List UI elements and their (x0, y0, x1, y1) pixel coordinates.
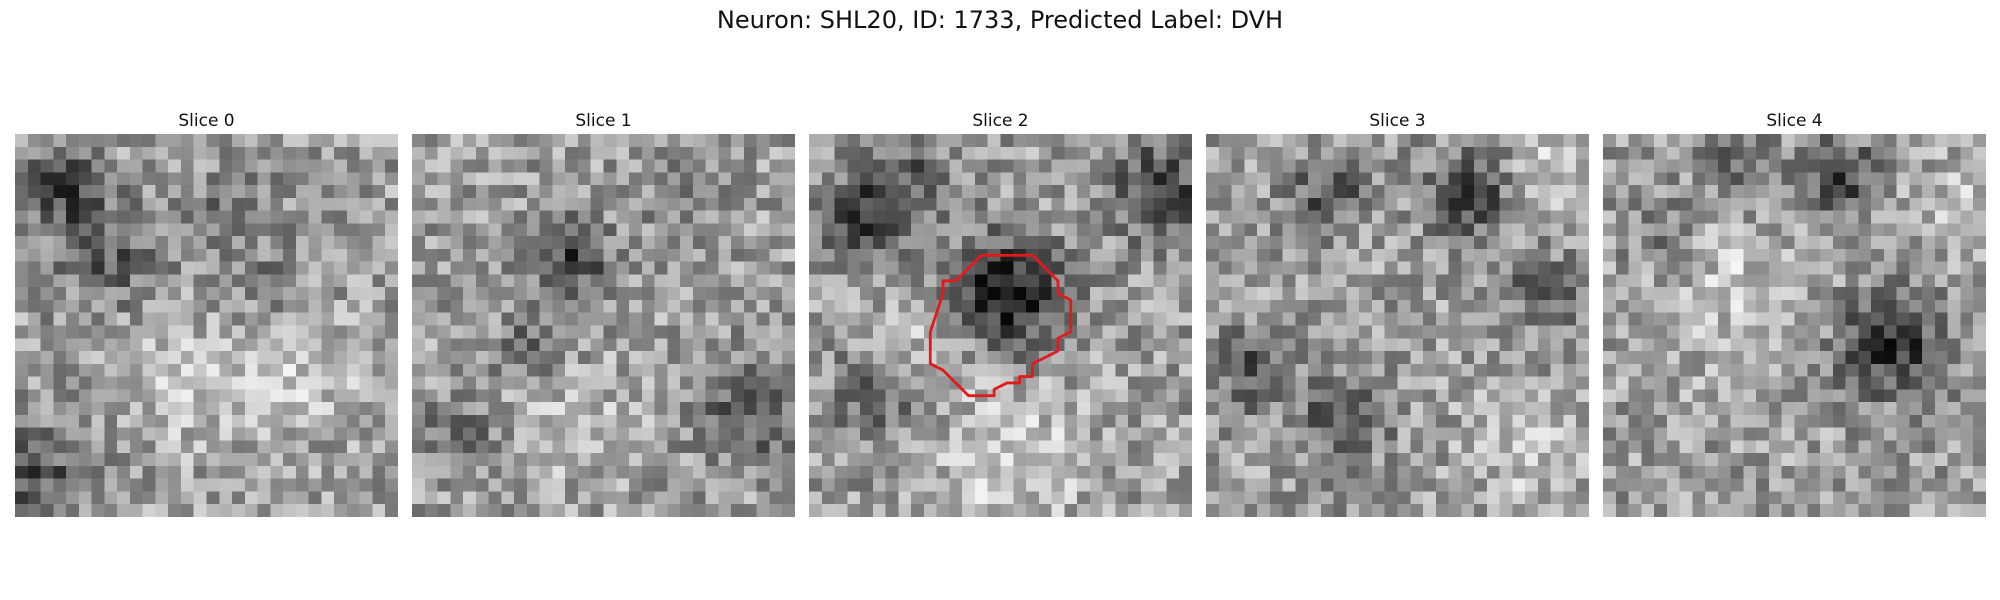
slice-panel-1: Slice 1 (412, 110, 795, 517)
slice-panel-4: Slice 4 (1603, 110, 1986, 517)
figure-title: Neuron: SHL20, ID: 1733, Predicted Label… (716, 6, 1284, 34)
slice-panel-3: Slice 3 (1206, 110, 1589, 517)
slice-title: Slice 4 (1766, 111, 1823, 131)
slice-image (412, 134, 795, 517)
slice-title: Slice 2 (972, 111, 1029, 131)
slice-image (809, 134, 1192, 517)
slice-panel-0: Slice 0 (15, 110, 398, 517)
slice-title: Slice 3 (1369, 111, 1426, 131)
slice-image (1206, 134, 1589, 517)
roi-outline (928, 253, 1073, 398)
slice-title: Slice 0 (178, 111, 235, 131)
slice-image (1603, 134, 1986, 517)
slice-title: Slice 1 (575, 111, 632, 131)
slice-image (15, 134, 398, 517)
slice-panel-2: Slice 2 (809, 110, 1192, 517)
